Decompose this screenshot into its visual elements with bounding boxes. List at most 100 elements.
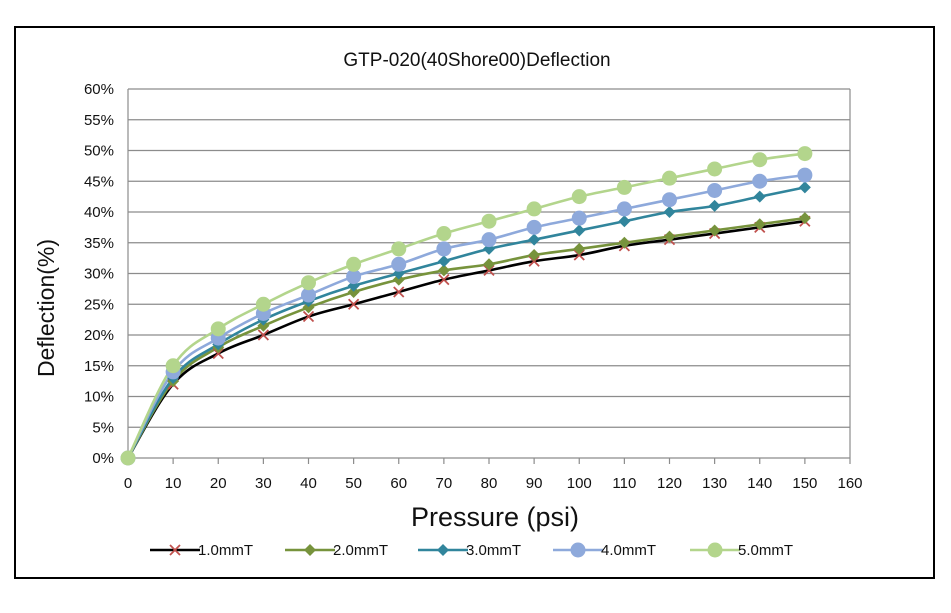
- data-point-3.0mmT: [708, 199, 721, 212]
- data-point-4.0mmT: [616, 201, 632, 217]
- data-point-4.0mmT: [301, 287, 316, 303]
- x-tick-label: 100: [567, 475, 592, 492]
- data-point-5.0mmT: [436, 226, 452, 242]
- legend-marker: [570, 542, 586, 558]
- data-point-4.0mmT: [797, 167, 813, 183]
- marker-stroke: [483, 264, 495, 277]
- x-tick-label: 50: [345, 475, 362, 492]
- y-tick-labels: 0% 5% 10% 15% 20% 25% 30% 35% 40% 45% 50% 55% 60%: [84, 81, 114, 467]
- series-line-2.0mmT: [126, 216, 806, 459]
- data-point-4.0mmT: [391, 256, 407, 272]
- x-tick-label: 120: [657, 475, 682, 492]
- data-point-5.0mmT: [481, 213, 497, 229]
- y-tick-label: 35%: [84, 235, 114, 252]
- marker-stroke: [302, 310, 315, 323]
- data-point-2.0mmT: [347, 285, 360, 298]
- y-tick-label: 25%: [84, 296, 114, 313]
- series-lines: [126, 152, 806, 459]
- y-tick-label: 55%: [84, 112, 114, 129]
- legend-marker: [304, 544, 316, 556]
- data-point-2.0mmT: [753, 218, 766, 231]
- legend-item: 3.0mmT: [418, 542, 521, 559]
- data-point-3.0mmT: [618, 215, 631, 228]
- legend-label: 2.0mmT: [333, 542, 388, 559]
- data-point-5.0mmT: [210, 321, 226, 337]
- legend-label: 5.0mmT: [738, 542, 793, 559]
- data-point-4.0mmT: [662, 192, 677, 208]
- data-point-2.0mmT: [708, 224, 721, 237]
- y-tick-label: 20%: [84, 327, 114, 344]
- x-tick-label: 20: [210, 475, 227, 492]
- x-tick-label: 160: [837, 475, 862, 492]
- data-point-3.0mmT: [753, 190, 766, 203]
- x-tick-label: 0: [124, 475, 132, 492]
- y-axis-title: Deflection(%): [33, 239, 59, 377]
- marker-stroke: [438, 274, 450, 286]
- data-point-4.0mmT: [346, 269, 362, 285]
- legend-marker: [437, 544, 449, 556]
- x-tick-label: 110: [612, 475, 636, 492]
- data-point-5.0mmT: [707, 161, 723, 177]
- data-point-2.0mmT: [483, 258, 495, 271]
- data-point-3.0mmT: [573, 224, 586, 237]
- data-point-5.0mmT: [346, 256, 362, 272]
- data-point-2.0mmT: [302, 301, 315, 314]
- y-tick-label: 10%: [84, 389, 114, 406]
- data-point-1.0mmT: [257, 329, 270, 341]
- data-point-5.0mmT: [301, 275, 316, 291]
- legend-label: 1.0mmT: [198, 542, 253, 559]
- data-point-5.0mmT: [120, 450, 136, 466]
- grid-lines: [128, 88, 850, 428]
- data-point-1.0mmT: [212, 347, 224, 360]
- x-tick-label: 130: [702, 475, 727, 492]
- legend-item: 5.0mmT: [690, 542, 793, 559]
- x-tick-label: 150: [792, 475, 817, 492]
- y-tick-label: 50%: [84, 143, 114, 160]
- marker-stroke: [347, 298, 360, 310]
- y-tick-label: 15%: [84, 358, 114, 375]
- data-point-1.0mmT: [347, 298, 360, 310]
- data-point-2.0mmT: [392, 273, 405, 286]
- data-point-2.0mmT: [618, 236, 631, 249]
- data-point-5.0mmT: [797, 146, 813, 162]
- data-point-3.0mmT: [528, 233, 541, 246]
- data-point-4.0mmT: [571, 210, 587, 226]
- data-point-1.0mmT: [528, 255, 540, 267]
- data-point-5.0mmT: [255, 296, 271, 312]
- data-point-5.0mmT: [571, 189, 587, 205]
- data-point-2.0mmT: [573, 242, 586, 255]
- data-point-5.0mmT: [662, 170, 677, 186]
- x-tick-label: 40: [300, 475, 317, 492]
- data-point-2.0mmT: [528, 249, 541, 262]
- data-point-2.0mmT: [437, 264, 450, 277]
- y-tick-label: 5%: [92, 419, 114, 436]
- series-line-1.0mmT: [126, 219, 806, 459]
- y-tick-label: 40%: [84, 204, 114, 221]
- data-point-2.0mmT: [798, 212, 811, 225]
- x-tick-label: 10: [165, 475, 182, 492]
- data-point-2.0mmT: [663, 230, 676, 243]
- legend-item: 1.0mmT: [150, 542, 253, 559]
- marker-stroke: [528, 255, 540, 267]
- marker-stroke: [393, 286, 405, 298]
- series-line-3.0mmT: [126, 186, 806, 459]
- data-point-1.0mmT: [573, 249, 585, 261]
- axes: [127, 89, 851, 464]
- legend-marker: [707, 542, 723, 558]
- data-point-4.0mmT: [526, 219, 542, 235]
- x-tick-label: 80: [481, 475, 498, 492]
- data-point-3.0mmT: [798, 181, 811, 194]
- x-tick-label: 90: [526, 475, 543, 492]
- x-axis-title: Pressure (psi): [411, 502, 579, 532]
- data-point-4.0mmT: [707, 182, 723, 198]
- series-line-4.0mmT: [126, 173, 806, 459]
- chart-title: GTP-020(40Shore00)Deflection: [343, 50, 610, 71]
- data-point-5.0mmT: [526, 201, 542, 217]
- data-point-5.0mmT: [616, 179, 632, 195]
- data-point-4.0mmT: [481, 232, 497, 248]
- legend-label: 4.0mmT: [601, 542, 656, 559]
- data-point-4.0mmT: [436, 241, 452, 257]
- data-point-1.0mmT: [393, 286, 405, 298]
- legend-label: 3.0mmT: [466, 542, 521, 559]
